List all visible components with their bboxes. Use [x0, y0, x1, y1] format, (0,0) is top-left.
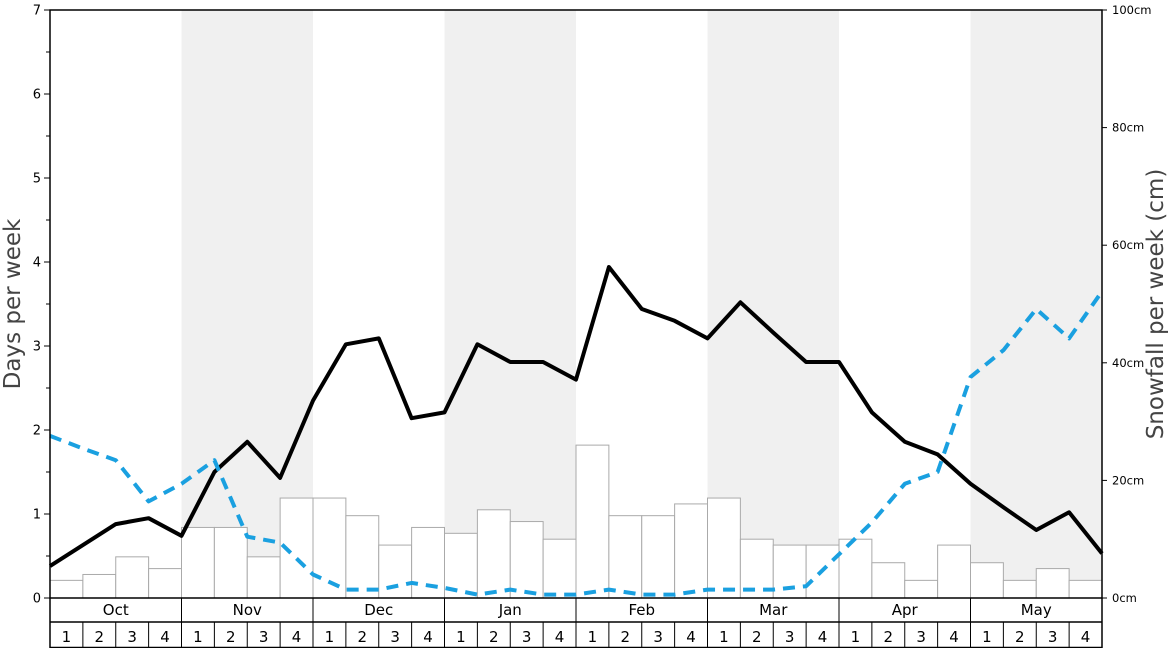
y-left-tick-label: 3 — [33, 340, 41, 355]
week-label: 1 — [982, 628, 992, 646]
week-label: 3 — [653, 628, 663, 646]
snowfall-bar — [345, 515, 380, 599]
week-label: 4 — [555, 628, 565, 646]
y-right-tick-label: 60cm — [1112, 238, 1144, 252]
week-label: 1 — [851, 628, 861, 646]
week-label: 1 — [588, 628, 598, 646]
snowfall-bar — [181, 526, 215, 599]
month-shade-jan — [444, 10, 576, 598]
week-label: 2 — [1015, 628, 1025, 646]
days-dashed-line — [49, 290, 1104, 597]
snowfall-bar — [148, 568, 182, 599]
snowfall-bar — [970, 562, 1004, 599]
month-label-jan: Jan — [498, 601, 522, 619]
snowfall-bar — [378, 544, 413, 599]
week-label: 2 — [95, 628, 105, 646]
week-label: 1 — [719, 628, 729, 646]
snowfall-bar — [1035, 568, 1070, 599]
week-label: 1 — [193, 628, 203, 646]
week-label: 2 — [226, 628, 236, 646]
month-label-mar: Mar — [759, 601, 788, 619]
month-label-dec: Dec — [364, 601, 393, 619]
y-right-tick-label: 20cm — [1112, 473, 1144, 487]
snowfall-bar — [82, 573, 117, 599]
week-label: 4 — [160, 628, 170, 646]
snowfall-bar — [115, 556, 150, 599]
week-label: 4 — [818, 628, 828, 646]
month-shade-may — [970, 10, 1102, 598]
month-week-axis: Oct 1 2 3 4 Nov 1 2 3 4 Dec 1 2 3 4 Jan 1 2 3 4 Feb 1 2 3 4 Mar 1 2… — [49, 598, 1103, 648]
snowfall-bar — [707, 497, 741, 599]
snowfall-bar — [641, 515, 676, 599]
snowfall-bar — [608, 515, 643, 599]
week-label: 1 — [62, 628, 72, 646]
week-label: 3 — [522, 628, 532, 646]
snowfall-bar — [937, 544, 971, 599]
snowfall-bar — [674, 503, 708, 599]
month-label-nov: Nov — [233, 601, 262, 619]
snowfall-bar — [838, 538, 873, 599]
y-left-tick-label: 5 — [33, 172, 41, 187]
y-left-tick-label: 2 — [33, 424, 41, 439]
snowfall-bar — [904, 579, 939, 599]
week-label: 2 — [621, 628, 631, 646]
week-label: 4 — [292, 628, 302, 646]
month-label-oct: Oct — [103, 601, 129, 619]
week-label: 4 — [949, 628, 959, 646]
y-axis-right-label: Snowfall per week (cm) — [1143, 169, 1168, 440]
series-lines — [48, 265, 1104, 597]
y-left-tick-label: 0 — [33, 592, 41, 607]
y-left-tick-label: 4 — [33, 256, 41, 271]
snowfall-bar — [476, 509, 511, 599]
tick-labels: 0 1 2 3 4 5 6 7 0cm 20cm 40cm 60cm 80cm 100cm — [33, 3, 1152, 607]
week-label: 4 — [423, 628, 433, 646]
week-label: 4 — [686, 628, 696, 646]
snowfall-bar — [575, 444, 610, 599]
snowfall-bar — [246, 556, 281, 599]
y-right-tick-label: 100cm — [1112, 3, 1151, 17]
month-label-may: May — [1021, 601, 1052, 619]
snowfall-bar — [772, 544, 807, 599]
week-label: 4 — [1081, 628, 1091, 646]
snowfall-bar — [1002, 579, 1037, 599]
week-label: 2 — [884, 628, 894, 646]
snowfall-bar — [49, 579, 84, 599]
snowfall-bar — [542, 538, 577, 599]
week-label: 3 — [916, 628, 926, 646]
week-label: 3 — [785, 628, 795, 646]
week-label: 2 — [752, 628, 762, 646]
snowfall-bar — [1068, 579, 1103, 599]
month-label-feb: Feb — [628, 601, 655, 619]
snowfall-bar — [509, 521, 544, 599]
days-solid-line — [48, 265, 1104, 568]
week-label: 3 — [127, 628, 137, 646]
y-axis-left-label: Days per week — [0, 218, 26, 389]
y-right-tick-label: 40cm — [1112, 356, 1144, 370]
week-label: 3 — [1048, 628, 1058, 646]
week-label: 3 — [390, 628, 400, 646]
week-label: 3 — [259, 628, 269, 646]
y-left-tick-label: 6 — [33, 88, 41, 103]
month-label-apr: Apr — [892, 601, 919, 619]
week-label: 2 — [489, 628, 499, 646]
snowfall-bar — [213, 526, 248, 599]
y-left-tick-label: 1 — [33, 508, 41, 523]
week-label: 1 — [456, 628, 466, 646]
y-left-tick-label: 7 — [33, 4, 41, 19]
snowfall-bar — [871, 562, 906, 599]
week-label: 1 — [325, 628, 335, 646]
y-right-tick-label: 80cm — [1112, 121, 1144, 135]
y-right-tick-label: 0cm — [1112, 591, 1137, 605]
week-label: 2 — [358, 628, 368, 646]
